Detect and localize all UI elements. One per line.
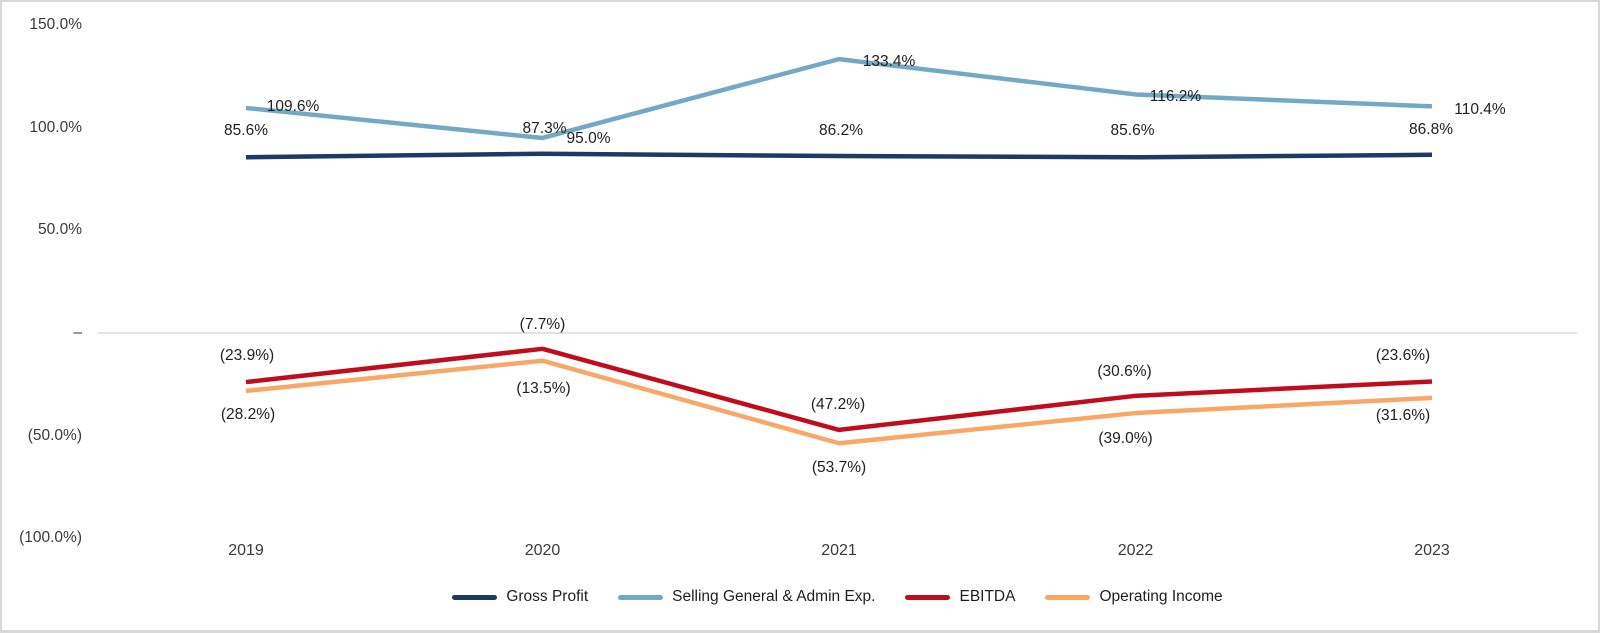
y-axis-tick: 150.0% (29, 16, 82, 34)
legend-label: Operating Income (1099, 588, 1223, 605)
legend-item-3: Operating Income (1045, 588, 1223, 606)
data-label: (30.6%) (1097, 362, 1152, 380)
y-axis-tick: – (73, 324, 82, 341)
legend-item-2: EBITDA (905, 588, 1015, 606)
data-label: (47.2%) (810, 395, 866, 413)
legend-swatch-icon (905, 594, 951, 600)
x-axis-label: 2021 (821, 542, 857, 559)
y-axis-tick: (100.0%) (19, 529, 82, 547)
x-axis-label: 2020 (524, 542, 561, 559)
legend-item-1: Selling General & Admin Exp. (618, 588, 875, 606)
series-line-0 (245, 151, 1433, 160)
data-label: 133.4% (862, 53, 916, 71)
data-label: 109.6% (266, 97, 320, 115)
y-axis-tick: (50.0%) (27, 426, 82, 444)
series-line-3 (245, 358, 1433, 446)
y-axis-tick: 50.0% (38, 221, 82, 239)
data-label: (53.7%) (811, 459, 867, 477)
data-label: 85.6% (224, 122, 268, 140)
legend-label: Selling General & Admin Exp. (672, 588, 876, 605)
legend-label: Gross Profit (506, 588, 589, 605)
data-label: (7.7%) (519, 315, 566, 333)
data-label: 95.0% (566, 129, 611, 147)
series-line-2 (245, 346, 1433, 433)
data-label: 85.6% (1110, 122, 1155, 140)
x-axis-label: 2023 (1414, 542, 1450, 559)
data-label: (28.2%) (220, 405, 276, 423)
legend-swatch-icon (1045, 594, 1091, 600)
x-axis-label: 2019 (228, 542, 264, 559)
data-label: 87.3% (522, 119, 567, 137)
legend-swatch-icon (452, 594, 498, 600)
data-label: (39.0%) (1098, 430, 1153, 448)
data-label: (23.6%) (1375, 347, 1431, 365)
legend: Gross Profit Selling General & Admin Exp.… (98, 588, 1577, 606)
legend-item-0: Gross Profit (452, 588, 588, 606)
x-axis-label: 2022 (1117, 542, 1154, 559)
data-label: 86.8% (1409, 120, 1453, 138)
data-label: (23.9%) (219, 347, 275, 365)
data-label: (31.6%) (1375, 406, 1431, 424)
y-axis-tick: 100.0% (29, 118, 82, 136)
legend-swatch-icon (618, 594, 664, 600)
data-label: 116.2% (1149, 88, 1202, 106)
data-label: 110.4% (1454, 101, 1506, 119)
data-label: (13.5%) (516, 379, 571, 397)
series-line-1 (245, 56, 1433, 141)
legend-label: EBITDA (959, 588, 1016, 605)
data-label: 86.2% (819, 122, 863, 140)
